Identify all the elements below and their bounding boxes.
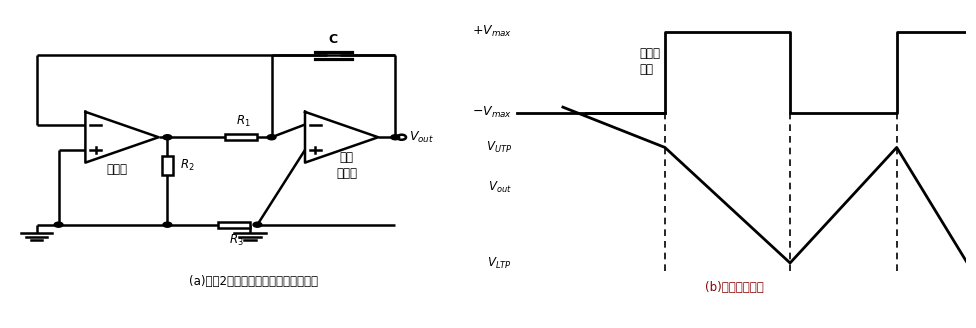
Bar bbox=[225, 134, 257, 140]
Text: $R_1$: $R_1$ bbox=[236, 114, 251, 129]
Circle shape bbox=[253, 222, 262, 227]
Text: $V_{out}$: $V_{out}$ bbox=[488, 180, 511, 195]
Text: $V_{UTP}$: $V_{UTP}$ bbox=[486, 140, 511, 155]
Circle shape bbox=[390, 135, 400, 140]
Text: 张弛
振荡器: 张弛 振荡器 bbox=[336, 151, 357, 180]
Circle shape bbox=[55, 222, 63, 227]
Text: $R_3$: $R_3$ bbox=[229, 233, 244, 248]
Text: $-V_{max}$: $-V_{max}$ bbox=[471, 105, 511, 120]
Text: $V_{LTP}$: $V_{LTP}$ bbox=[487, 256, 511, 271]
Text: 比较器: 比较器 bbox=[106, 163, 128, 176]
Text: (b)电压输出波形: (b)电压输出波形 bbox=[705, 281, 764, 294]
Text: 比较器
输出: 比较器 输出 bbox=[639, 47, 661, 76]
Circle shape bbox=[163, 222, 172, 227]
Bar bbox=[219, 222, 250, 228]
Text: (a)使用2个运算放大器的三角波振荡器: (a)使用2个运算放大器的三角波振荡器 bbox=[189, 275, 318, 288]
Text: C: C bbox=[329, 32, 338, 46]
Circle shape bbox=[267, 135, 276, 140]
Text: $+V_{max}$: $+V_{max}$ bbox=[471, 24, 511, 39]
Text: $R_2$: $R_2$ bbox=[180, 158, 194, 173]
Circle shape bbox=[397, 135, 406, 140]
Bar bbox=[162, 156, 173, 174]
Circle shape bbox=[163, 135, 172, 140]
Text: $V_{out}$: $V_{out}$ bbox=[409, 130, 434, 145]
